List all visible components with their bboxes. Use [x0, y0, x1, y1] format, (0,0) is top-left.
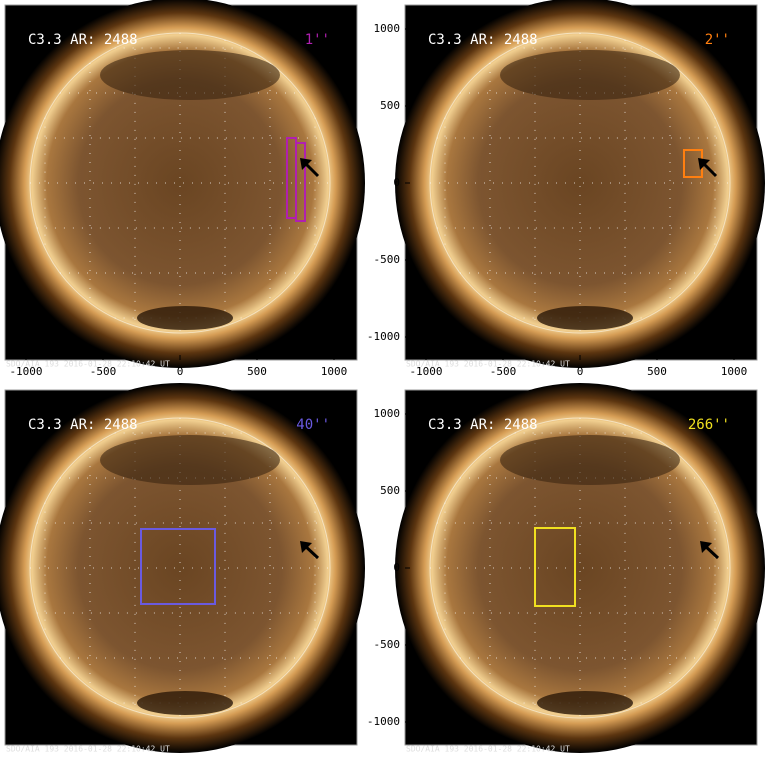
panel-tag: 1'' [305, 32, 330, 48]
x-tick-label: 1000 [721, 365, 748, 378]
y-tick-label: 0 [393, 176, 400, 189]
footer: SDO/AIA 193 2016-01-28 22:10:42 UT [6, 745, 170, 754]
dark-region [537, 306, 633, 330]
y-tick-label: 500 [380, 99, 400, 112]
y-tick-label: -500 [374, 253, 401, 266]
sun-image [0, 383, 365, 753]
arrow-head [300, 158, 312, 170]
dark-region [500, 50, 680, 100]
region-box [534, 527, 576, 607]
panel-title: C3.3 AR: 2488 [428, 417, 538, 433]
panel-title: C3.3 AR: 2488 [28, 417, 138, 433]
panel: C3.3 AR: 2488 266'' SDO/AIA 193 2016-01-28… [367, 383, 765, 754]
x-tick-label: -500 [90, 365, 117, 378]
y-tick-label: 500 [380, 484, 400, 497]
y-tick-label: 1000 [374, 22, 401, 35]
footer: SDO/AIA 193 2016-01-28 22:10:42 UT [6, 360, 170, 369]
panel-tag: 2'' [705, 32, 730, 48]
x-tick-label: 1000 [321, 365, 348, 378]
dark-region [100, 435, 280, 485]
panel-title: C3.3 AR: 2488 [28, 32, 138, 48]
x-tick-label: -1000 [9, 365, 42, 378]
sun-image [395, 0, 765, 368]
footer: SDO/AIA 193 2016-01-28 22:10:42 UT [406, 745, 570, 754]
y-tick-label: 0 [393, 561, 400, 574]
y-tick-label: 1000 [374, 407, 401, 420]
arrow-head [698, 158, 710, 170]
panel-title: C3.3 AR: 2488 [428, 32, 538, 48]
x-tick-label: -500 [490, 365, 517, 378]
dark-region [137, 691, 233, 715]
dark-region [537, 691, 633, 715]
panel-tag: 266'' [688, 417, 730, 433]
arrow-head [300, 541, 312, 553]
sun-image [395, 383, 765, 753]
y-tick-label: -1000 [367, 715, 400, 728]
x-tick-label: -1000 [409, 365, 442, 378]
x-tick-label: 500 [247, 365, 267, 378]
panel: C3.3 AR: 2488 2'' SDO/AIA 193 2016-01-28 2… [367, 0, 765, 378]
footer: SDO/AIA 193 2016-01-28 22:10:42 UT [406, 360, 570, 369]
y-tick-label: -1000 [367, 330, 400, 343]
region-box [140, 528, 216, 605]
y-tick-label: -500 [374, 638, 401, 651]
x-tick-label: 0 [577, 365, 584, 378]
panel: C3.3 AR: 2488 1'' SDO/AIA 193 2016-01-28 2… [0, 0, 365, 378]
sun-image [0, 0, 365, 368]
x-tick-label: 500 [647, 365, 667, 378]
dark-region [500, 435, 680, 485]
panel-tag: 40'' [296, 417, 330, 433]
region-box [295, 142, 306, 222]
dark-region [100, 50, 280, 100]
panel: C3.3 AR: 2488 40'' SDO/AIA 193 2016-01-28 … [0, 383, 365, 754]
dark-region [137, 306, 233, 330]
arrow-head [700, 541, 712, 553]
x-tick-label: 0 [177, 365, 184, 378]
